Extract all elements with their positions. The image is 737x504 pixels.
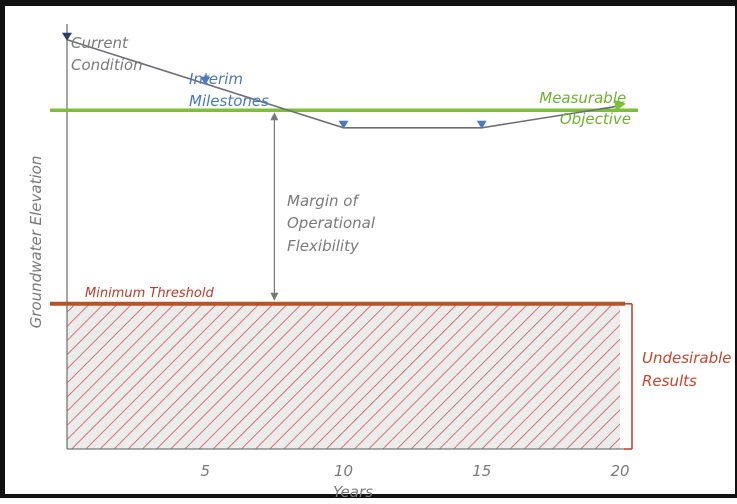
current-condition-marker: [62, 32, 72, 41]
margin-line-2: Operational: [287, 214, 376, 232]
interim-milestones-line-1: Interim: [189, 70, 243, 88]
interim-milestone-marker-3: [476, 120, 487, 129]
undesirable-results-bracket: [624, 302, 633, 450]
measurable-objective-line-2: Objective: [560, 110, 631, 128]
current-condition-line-1: Current: [71, 34, 129, 52]
interim-milestone-marker-2: [338, 120, 349, 129]
x-tick-label-15: 15: [472, 462, 491, 480]
current-condition-label: Current Condition: [71, 34, 143, 74]
undesirable-results-region: [67, 303, 620, 449]
interim-milestones-label: Interim Milestones: [189, 70, 269, 110]
interim-milestones-line-2: Milestones: [189, 92, 269, 110]
markers: [62, 32, 626, 129]
undesirable-results-label: Undesirable Results: [642, 349, 736, 390]
groundwater-chart: 5 10 15 20 Years Groundwater Elevation Curr…: [27, 24, 736, 501]
undesirable-line-2: Results: [642, 372, 697, 390]
interim-milestone-marker-1: [200, 76, 211, 85]
margin-line-3: Flexibility: [287, 237, 360, 255]
x-tick-label-20: 20: [610, 462, 629, 480]
current-condition-line-2: Condition: [71, 56, 143, 74]
measurable-objective-label: Measurable Objective: [539, 89, 631, 128]
margin-arrow: [270, 112, 279, 301]
x-tick-label-5: 5: [200, 462, 210, 480]
minimum-threshold-label: Minimum Threshold: [85, 286, 214, 301]
margin-label: Margin of Operational Flexibility: [287, 192, 380, 255]
measurable-objective-arrowhead: [614, 99, 626, 111]
margin-line-1: Margin of: [287, 192, 360, 210]
undesirable-line-1: Undesirable: [642, 349, 732, 367]
y-axis-label: Groundwater Elevation: [27, 156, 45, 329]
x-tick-label-10: 10: [334, 462, 353, 480]
margin-arrow-head-bottom: [270, 292, 279, 301]
trajectory-line: [66, 39, 621, 129]
measurable-objective-line-1: Measurable: [539, 89, 626, 107]
x-axis-label: Years: [333, 483, 373, 501]
margin-arrow-head-top: [270, 112, 279, 121]
x-tick-labels: 5 10 15 20: [200, 462, 629, 480]
